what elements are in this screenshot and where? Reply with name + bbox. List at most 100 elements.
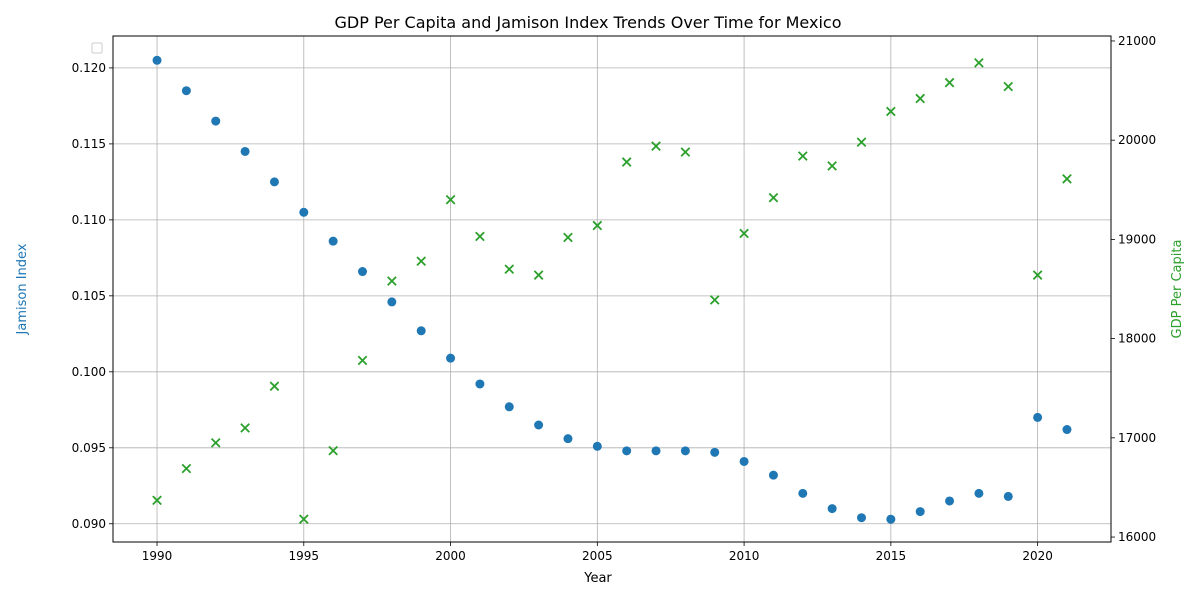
gdp-per-capita-point xyxy=(387,276,397,286)
jamison-index-point xyxy=(592,441,602,451)
gdp-per-capita-point xyxy=(210,437,221,448)
x-marker-stroke xyxy=(680,147,691,157)
jamison-index-point xyxy=(152,55,162,65)
y-right-tick-label: 21000 xyxy=(1118,34,1156,48)
gdp-per-capita-point xyxy=(181,463,192,474)
jamison-index-point xyxy=(622,446,632,456)
jamison-index-point xyxy=(504,402,514,412)
jamison-index-point xyxy=(857,513,866,523)
gdp-per-capita-point xyxy=(592,220,603,231)
jamison-index-point xyxy=(211,116,221,126)
jamison-index-point xyxy=(1062,425,1072,435)
gdp-per-capita-point xyxy=(827,161,837,171)
y-right-tick-label: 18000 xyxy=(1118,332,1156,346)
gdp-per-capita-point xyxy=(651,141,661,151)
x-marker-stroke xyxy=(856,137,867,147)
jamison-index-point xyxy=(739,456,749,466)
jamison-index-point xyxy=(827,504,837,514)
y-right-tick-label: 17000 xyxy=(1118,431,1156,445)
x-tick-label: 2000 xyxy=(435,549,466,563)
x-marker-stroke xyxy=(768,192,779,203)
jamison-index-point xyxy=(768,470,778,480)
jamison-index-point xyxy=(886,514,896,524)
x-tick-label: 2005 xyxy=(582,549,613,563)
x-marker-stroke xyxy=(944,77,955,88)
x-marker-stroke xyxy=(563,232,573,243)
x-axis-label: Year xyxy=(583,571,612,586)
x-marker-stroke xyxy=(240,423,250,433)
jamison-index-point xyxy=(416,326,426,336)
x-marker-stroke xyxy=(210,437,221,448)
jamison-index-point xyxy=(446,353,456,363)
gdp-per-capita-point xyxy=(298,514,309,525)
gdp-per-capita-point xyxy=(416,256,427,267)
jamison-index-point xyxy=(710,447,720,457)
gdp-per-capita-point xyxy=(739,228,749,239)
x-marker-stroke xyxy=(416,256,427,267)
jamison-index-point xyxy=(328,236,338,246)
gdp-per-capita-point xyxy=(944,77,955,88)
gdp-per-capita-point xyxy=(533,270,544,280)
x-marker-stroke xyxy=(592,220,603,231)
y-axis-right-label: GDP Per Capita xyxy=(1170,240,1185,339)
x-marker-stroke xyxy=(533,270,544,280)
gdp-per-capita-point xyxy=(475,231,485,242)
jamison-index-point xyxy=(358,267,367,277)
y-right-tick-label: 16000 xyxy=(1118,530,1156,544)
x-marker-stroke xyxy=(1032,270,1043,280)
y-left-tick-label: 0.105 xyxy=(72,289,106,303)
y-left-tick-label: 0.100 xyxy=(72,365,106,379)
x-marker-stroke xyxy=(709,295,720,305)
x-tick-label: 2010 xyxy=(729,549,760,563)
jamison-index-point xyxy=(945,496,955,506)
y-left-tick-label: 0.110 xyxy=(72,213,106,227)
jamison-index-point xyxy=(1033,412,1043,422)
gdp-per-capita-point xyxy=(1032,270,1043,280)
jamison-index-point xyxy=(534,420,544,430)
x-marker-stroke xyxy=(387,276,397,286)
x-marker-stroke xyxy=(886,106,896,117)
x-tick-label: 1990 xyxy=(142,549,173,563)
x-marker-stroke xyxy=(1062,174,1072,184)
y-left-tick-label: 0.120 xyxy=(72,61,106,75)
x-marker-stroke xyxy=(152,495,162,506)
jamison-index-point xyxy=(1003,491,1013,501)
x-marker-stroke xyxy=(298,514,309,525)
jamison-index-point xyxy=(387,297,397,307)
gdp-per-capita-point xyxy=(563,232,573,243)
gdp-per-capita-point xyxy=(915,93,926,104)
plot-frame xyxy=(112,35,1112,543)
y-right-tick-label: 20000 xyxy=(1118,133,1156,147)
gdp-per-capita-point xyxy=(357,355,368,366)
x-marker-stroke xyxy=(739,228,749,239)
gdp-per-capita-point xyxy=(269,381,280,392)
gdp-per-capita-point xyxy=(856,137,867,147)
x-marker-stroke xyxy=(357,355,368,366)
x-marker-stroke xyxy=(475,231,485,242)
jamison-index-point xyxy=(269,177,279,187)
gdp-per-capita-point xyxy=(709,295,720,305)
y-axis-left-label: Jamison Index xyxy=(15,243,30,335)
gdp-per-capita-point xyxy=(621,157,632,167)
jamison-index-point xyxy=(299,207,309,217)
gdp-per-capita-point xyxy=(152,495,162,506)
x-marker-stroke xyxy=(621,157,632,167)
x-marker-stroke xyxy=(651,141,661,151)
x-marker-stroke xyxy=(269,381,280,392)
x-marker-stroke xyxy=(974,57,984,68)
gdp-per-capita-point xyxy=(797,151,808,161)
gdp-per-capita-point xyxy=(680,147,691,157)
jamison-index-point xyxy=(181,86,191,96)
x-marker-stroke xyxy=(328,445,338,456)
x-tick-label: 1995 xyxy=(289,549,320,563)
gdp-per-capita-point xyxy=(445,194,456,205)
x-marker-stroke xyxy=(797,151,808,161)
jamison-index-point xyxy=(974,488,984,498)
jamison-index-point xyxy=(563,434,573,444)
jamison-index-point xyxy=(475,379,485,389)
gdp-per-capita-point xyxy=(974,57,984,68)
gdp-per-capita-point xyxy=(886,106,896,117)
x-tick-label: 2020 xyxy=(1022,549,1053,563)
